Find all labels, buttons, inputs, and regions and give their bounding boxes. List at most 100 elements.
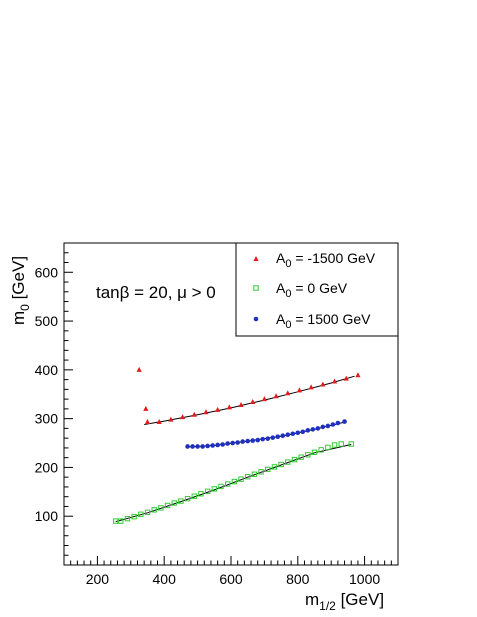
point-series-0 (203, 409, 209, 415)
legend: A0 = -1500 GeV A0 = 0 GeV A0 = 1500 GeV (235, 242, 399, 337)
point-series-0 (250, 399, 256, 405)
point-series-0 (226, 404, 232, 410)
y-tick-label: 600 (35, 264, 59, 280)
point-series-1 (131, 514, 137, 520)
x-tick-label: 200 (86, 571, 110, 587)
x-axis-title: m1/2 [GeV] (305, 590, 384, 613)
legend-box (235, 242, 399, 337)
point-series-2 (342, 419, 347, 424)
fit-curve-1 (115, 444, 352, 523)
y-tick-label: 200 (35, 459, 59, 475)
y-tick-label: 300 (35, 411, 59, 427)
point-series-2 (240, 439, 245, 444)
point-series-1 (113, 518, 119, 524)
point-series-1 (231, 478, 238, 485)
point-series-2 (295, 430, 301, 436)
point-series-1 (211, 486, 218, 492)
point-series-0 (273, 393, 279, 399)
point-series-2 (210, 443, 215, 448)
point-series-2 (190, 444, 195, 449)
point-series-2 (235, 440, 240, 445)
legend-marker-1 (253, 285, 259, 291)
point-series-2 (195, 444, 200, 449)
point-series-1 (285, 459, 291, 465)
point-series-0 (343, 375, 349, 381)
point-series-1 (265, 466, 271, 473)
point-series-0 (136, 366, 142, 372)
point-series-1 (348, 441, 354, 447)
point-series-2 (220, 442, 225, 447)
point-series-1 (138, 511, 144, 517)
point-series-0 (238, 401, 244, 407)
point-series-1 (271, 464, 278, 470)
point-series-1 (178, 498, 184, 504)
point-series-2 (300, 429, 306, 435)
point-series-2 (325, 423, 331, 429)
point-series-2 (330, 422, 336, 427)
point-series-1 (118, 518, 124, 524)
point-series-1 (311, 449, 318, 456)
point-series-1 (218, 483, 224, 490)
point-series-1 (171, 500, 177, 506)
point-series-1 (291, 456, 298, 463)
point-series-0 (331, 378, 338, 384)
legend-entry-1: A0 = 0 GeV (276, 280, 348, 300)
point-series-0 (320, 381, 326, 387)
point-series-2 (320, 424, 326, 430)
x-tick-label: 800 (286, 571, 310, 587)
point-series-1 (144, 509, 151, 516)
x-axis-title-main: m (305, 590, 319, 609)
point-series-0 (191, 411, 197, 417)
legend-marker-2 (253, 316, 259, 322)
point-series-2 (315, 426, 321, 431)
point-series-1 (331, 442, 338, 448)
point-series-2 (225, 441, 230, 446)
point-series-0 (296, 387, 303, 393)
point-series-1 (258, 469, 264, 475)
point-series-2 (275, 434, 281, 439)
point-series-2 (200, 444, 205, 449)
point-series-2 (285, 432, 291, 438)
legend-marker-0 (253, 256, 259, 261)
point-series-2 (185, 444, 190, 449)
point-series-1 (298, 454, 304, 460)
point-series-0 (168, 416, 174, 422)
point-series-0 (215, 406, 221, 412)
point-series-1 (245, 473, 251, 480)
point-series-0 (285, 390, 291, 396)
point-series-2 (305, 428, 311, 433)
y-axis-title: m0 [GeV] (9, 256, 32, 325)
point-series-0 (261, 396, 267, 402)
point-series-1 (198, 491, 204, 497)
point-series-0 (179, 414, 186, 420)
x-tick-label: 600 (219, 571, 243, 587)
point-series-1 (325, 444, 331, 451)
point-series-1 (278, 461, 284, 468)
y-tick-label: 400 (35, 362, 59, 378)
point-series-1 (158, 505, 164, 511)
point-series-1 (305, 452, 311, 458)
point-series-2 (265, 436, 271, 441)
point-series-2 (255, 437, 261, 443)
point-series-1 (191, 493, 197, 499)
y-axis-title-main: m (9, 311, 28, 325)
point-series-2 (205, 443, 210, 449)
point-series-1 (251, 471, 258, 477)
point-series-1 (318, 447, 324, 453)
x-axis-title-sub: 1/2 (319, 599, 336, 613)
data-points (113, 366, 361, 524)
axes: 200 400 600 800 1000 100 200 300 400 500 600 (35, 242, 399, 587)
point-series-1 (164, 502, 171, 509)
y-tick-label: 500 (35, 313, 59, 329)
annotation: tanβ = 20, μ > 0 (96, 283, 216, 302)
point-series-1 (204, 488, 211, 495)
point-series-0 (144, 419, 151, 425)
x-tick-label: 1000 (349, 571, 380, 587)
point-series-2 (270, 435, 276, 440)
point-series-2 (230, 440, 235, 446)
legend-markers (253, 256, 259, 322)
point-series-1 (151, 507, 157, 513)
legend-entry-0: A0 = -1500 GeV (276, 250, 376, 270)
point-series-2 (260, 436, 266, 442)
